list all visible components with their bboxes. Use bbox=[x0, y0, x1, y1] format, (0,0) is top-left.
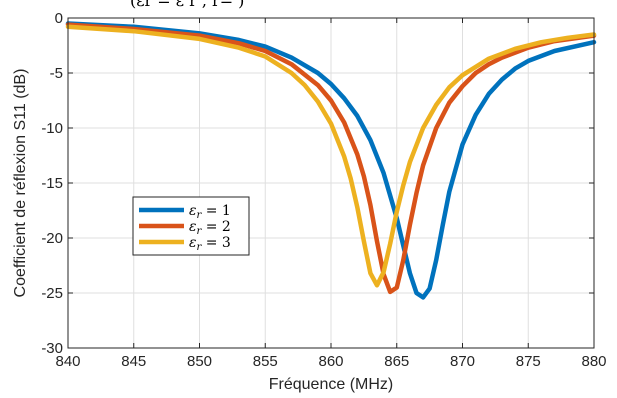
y-axis-label: Coefficient de réflexion S11 (dB) bbox=[12, 69, 29, 298]
x-tick-label: 875 bbox=[516, 353, 541, 370]
x-tick-label: 845 bbox=[121, 353, 146, 370]
legend: εr = 1εr = 2εr = 3 bbox=[132, 196, 250, 256]
x-tick-label: 865 bbox=[384, 353, 409, 370]
series-line bbox=[65, 21, 597, 300]
y-tick-label: -25 bbox=[41, 285, 63, 302]
legend-label: εr = 3 bbox=[189, 235, 231, 253]
y-tick-labels: 0 -5 -10 -15 -20 -25 -30 bbox=[41, 10, 63, 357]
y-tick-label: -5 bbox=[50, 65, 63, 82]
x-tick-label: 850 bbox=[187, 353, 212, 370]
x-tick-label: 855 bbox=[253, 353, 278, 370]
y-tick-label: -30 bbox=[41, 340, 63, 357]
y-tick-label: -10 bbox=[41, 120, 63, 137]
x-tick-label: 880 bbox=[581, 353, 606, 370]
series-line bbox=[65, 24, 597, 288]
legend-label: εr = 1 bbox=[189, 203, 231, 221]
tick-marks bbox=[67, 17, 595, 349]
series-lines bbox=[65, 21, 597, 300]
x-tick-label: 840 bbox=[55, 353, 80, 370]
x-tick-label: 860 bbox=[318, 353, 343, 370]
x-axis-label: Fréquence (MHz) bbox=[269, 376, 393, 393]
y-tick-label: -20 bbox=[41, 230, 63, 247]
y-tick-label: -15 bbox=[41, 175, 63, 192]
x-tick-label: 870 bbox=[450, 353, 475, 370]
x-tick-labels: 840 845 850 855 860 865 870 875 880 bbox=[55, 353, 606, 370]
series-line bbox=[65, 22, 597, 295]
legend-label: εr = 2 bbox=[189, 219, 231, 237]
y-tick-label: 0 bbox=[55, 10, 63, 27]
top-fragment-text: (εr = ε r , r= ) bbox=[130, 0, 244, 10]
